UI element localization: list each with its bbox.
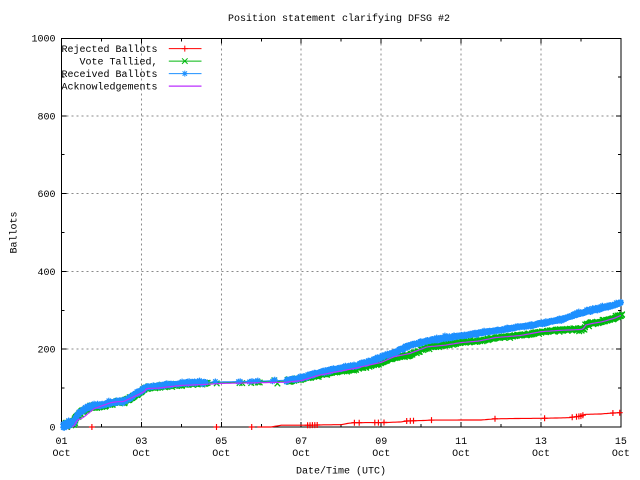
- svg-text:Position statement clarifying: Position statement clarifying DFSG #2: [228, 13, 450, 25]
- svg-text:Oct: Oct: [452, 449, 470, 460]
- svg-text:Oct: Oct: [292, 449, 310, 460]
- svg-text:800: 800: [37, 112, 55, 123]
- svg-text:11: 11: [455, 437, 467, 448]
- svg-text:Received Ballots: Received Ballots: [61, 69, 157, 81]
- svg-text:Acknowledgements: Acknowledgements: [61, 82, 157, 94]
- svg-text:15: 15: [615, 437, 627, 448]
- svg-text:Oct: Oct: [372, 449, 390, 460]
- svg-text:Oct: Oct: [532, 449, 550, 460]
- svg-text:400: 400: [37, 268, 55, 279]
- svg-text:Ballots: Ballots: [9, 211, 21, 253]
- svg-text:13: 13: [535, 437, 547, 448]
- svg-text:07: 07: [295, 437, 307, 448]
- svg-text:09: 09: [375, 437, 387, 448]
- svg-text:Date/Time (UTC): Date/Time (UTC): [296, 466, 386, 478]
- svg-text:Oct: Oct: [52, 449, 70, 460]
- svg-text:05: 05: [215, 437, 227, 448]
- svg-text:03: 03: [135, 437, 147, 448]
- svg-text:0: 0: [49, 424, 55, 435]
- svg-text:Oct: Oct: [132, 449, 150, 460]
- svg-text:Oct: Oct: [612, 449, 630, 460]
- svg-text:Oct: Oct: [212, 449, 230, 460]
- svg-text:Vote Tallied,: Vote Tallied,: [79, 57, 157, 69]
- svg-text:600: 600: [37, 190, 55, 201]
- svg-text:01: 01: [55, 437, 67, 448]
- svg-text:Rejected Ballots: Rejected Ballots: [61, 44, 157, 56]
- svg-text:1000: 1000: [31, 35, 55, 46]
- svg-text:200: 200: [37, 346, 55, 357]
